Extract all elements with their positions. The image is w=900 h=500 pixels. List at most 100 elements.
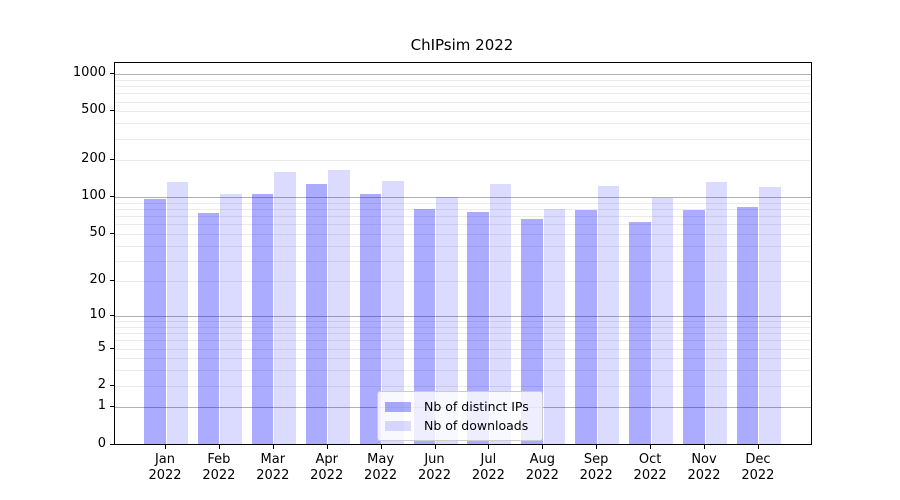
y-tick-label: 1000: [72, 65, 106, 81]
y-tick-label: 500: [81, 102, 106, 118]
x-tick-mark: [272, 444, 274, 449]
bar-distinct-ips-jul: [467, 211, 489, 444]
x-tick-label-jul: Jul 2022: [471, 451, 505, 483]
y-tick-label: 10: [89, 307, 106, 322]
x-tick-mark: [704, 444, 705, 449]
bar-downloads-oct: [651, 198, 674, 444]
x-tick-label-feb: Feb 2022: [202, 451, 236, 483]
y-tick-label: 2: [97, 376, 106, 392]
bar-distinct-ips-jan: [144, 198, 166, 444]
gridline-minor: [115, 385, 811, 387]
y-tick-mark: [110, 232, 114, 234]
gridline-minor: [115, 202, 811, 204]
y-tick-label: 20: [89, 272, 106, 288]
gridline-minor: [115, 326, 811, 328]
x-tick-mark: [326, 444, 328, 449]
plot-area: [114, 62, 812, 445]
gridline-minor: [115, 209, 811, 210]
x-tick-label-sep: Sep 2022: [579, 451, 613, 483]
bar-distinct-ips-may: [359, 193, 382, 444]
y-tick-mark: [110, 443, 114, 445]
legend: Nb of distinct IPs Nb of downloads: [377, 391, 543, 441]
gridline-minor: [115, 348, 811, 350]
y-tick-label: 200: [81, 151, 106, 167]
bar-downloads-apr: [328, 169, 350, 444]
y-tick-label: 5: [97, 339, 106, 355]
bar-downloads-dec: [759, 187, 781, 444]
x-tick-label-may: May 2022: [364, 451, 398, 483]
bar-distinct-ips-dec: [736, 206, 759, 444]
gridline-minor: [115, 281, 811, 283]
x-tick-mark: [218, 444, 220, 449]
bar-distinct-ips-oct: [629, 222, 651, 444]
gridline-minor: [115, 340, 811, 342]
bar-distinct-ips-aug: [521, 218, 543, 444]
bar-distinct-ips-sep: [575, 209, 597, 444]
gridline-minor: [115, 333, 811, 335]
bar-downloads-nov: [705, 181, 727, 444]
gridline-minor: [115, 93, 811, 95]
y-tick-label: 100: [81, 188, 106, 204]
x-tick-mark: [165, 444, 166, 449]
legend-label-downloads: Nb of downloads: [424, 418, 529, 433]
bar-downloads-jan: [166, 181, 188, 444]
bar-downloads-feb: [220, 193, 242, 444]
x-tick-label-jun: Jun 2022: [417, 451, 452, 483]
gridline-minor: [115, 224, 811, 226]
y-tick-mark: [110, 406, 114, 408]
x-tick-label-nov: Nov 2022: [687, 451, 721, 483]
x-tick-mark: [434, 444, 436, 449]
gridline-major: [115, 197, 811, 199]
x-tick-mark: [650, 444, 652, 449]
gridline-minor: [115, 79, 811, 81]
gridline-minor: [115, 123, 811, 125]
x-tick-mark: [596, 444, 598, 449]
legend-swatch-downloads: [385, 420, 411, 431]
chart-title: ChIPsim 2022: [410, 36, 514, 54]
legend-item-downloads: Nb of downloads: [385, 416, 534, 435]
y-tick-mark: [110, 384, 114, 386]
bar-downloads-sep: [597, 185, 620, 444]
gridline-minor: [115, 358, 811, 360]
bar-distinct-ips-feb: [197, 212, 220, 444]
bar-distinct-ips-mar: [251, 194, 274, 444]
legend-swatch-distinct-ips: [385, 401, 411, 412]
x-tick-label-oct: Oct 2022: [633, 451, 667, 483]
bar-distinct-ips-apr: [305, 184, 328, 444]
y-tick-mark: [110, 315, 114, 316]
y-tick-mark: [110, 73, 114, 75]
gridline-minor: [115, 370, 811, 372]
legend-item-distinct-ips: Nb of distinct IPs: [385, 397, 534, 416]
gridline-minor: [115, 216, 811, 218]
x-tick-label-dec: Dec 2022: [741, 451, 775, 483]
x-tick-label-mar: Mar 2022: [256, 451, 290, 483]
bar-downloads-mar: [274, 171, 296, 444]
y-tick-mark: [110, 110, 114, 112]
x-tick-mark: [488, 444, 490, 449]
x-tick-mark: [757, 444, 759, 449]
y-tick-mark: [110, 159, 114, 161]
bar-downloads-jun: [436, 196, 458, 444]
gridline-minor: [115, 101, 811, 103]
bar-downloads-jul: [489, 184, 512, 444]
x-tick-mark: [542, 444, 544, 449]
gridline-minor: [115, 160, 811, 162]
legend-label-distinct-ips: Nb of distinct IPs: [424, 399, 529, 414]
x-tick-label-aug: Aug 2022: [525, 451, 559, 483]
y-tick-mark: [110, 280, 114, 282]
y-tick-label: 50: [89, 224, 106, 240]
y-tick-mark: [110, 347, 114, 349]
bar-downloads-aug: [543, 208, 566, 444]
x-tick-mark: [380, 444, 382, 449]
gridline-major: [115, 316, 811, 317]
gridline-minor: [115, 111, 811, 113]
gridline-minor: [115, 260, 811, 262]
gridline-major: [115, 74, 811, 76]
gridline-minor: [115, 233, 811, 235]
bar-distinct-ips-jun: [413, 208, 435, 444]
gridline-minor: [115, 321, 811, 323]
x-tick-label-apr: Apr 2022: [310, 451, 344, 483]
gridline-minor: [115, 245, 811, 247]
y-tick-mark: [110, 196, 114, 198]
